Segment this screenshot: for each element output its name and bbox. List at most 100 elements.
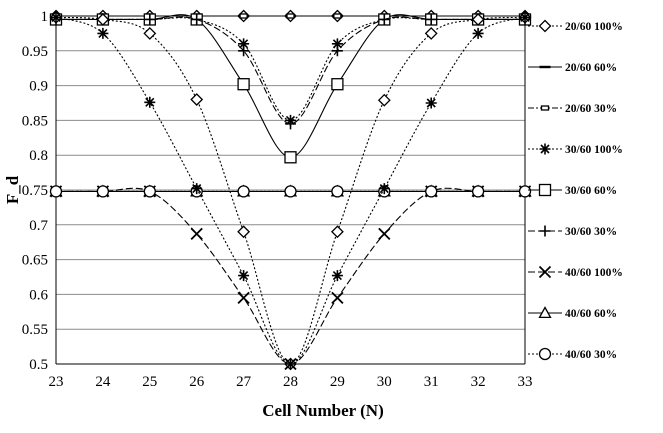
series-group — [49, 13, 532, 164]
data-point — [286, 13, 295, 19]
y-tick-label: 0.75 — [22, 183, 48, 199]
data-point — [331, 38, 343, 50]
data-point — [378, 183, 390, 195]
y-tick-label: 1 — [41, 9, 49, 25]
y-axis-title: F_d — [3, 175, 22, 204]
series-line — [56, 17, 525, 121]
data-point — [378, 13, 390, 25]
y-tick-label: 0.9 — [29, 79, 48, 95]
series-line — [56, 16, 525, 125]
axes-layer: 0.5 0.55 0.6 0.65 0.7 0.75 0.8 0.85 0.9 0.95 1 23 24… — [22, 9, 533, 390]
y-tick-label: 0.65 — [22, 253, 48, 269]
data-point — [238, 270, 250, 282]
y-tick-label: 0.95 — [22, 44, 48, 60]
data-point — [284, 185, 297, 198]
data-point — [471, 13, 485, 26]
data-point — [378, 227, 391, 240]
y-tick-label: 0.5 — [29, 357, 48, 373]
legend-item: 30/60 30% — [528, 225, 617, 238]
data-point — [237, 185, 250, 198]
legend-label: 20/60 100% — [565, 21, 623, 33]
data-point — [377, 93, 391, 107]
y-tick-label: 0.55 — [22, 322, 48, 338]
legend-label: 30/60 60% — [565, 185, 617, 197]
legend-item: 40/60 30% — [528, 347, 617, 361]
legend-swatch-marker — [538, 19, 552, 33]
series-group — [50, 13, 531, 130]
data-point — [331, 185, 344, 198]
legend-swatch-marker — [539, 143, 551, 155]
legend-swatch-marker — [538, 347, 552, 361]
data-point — [331, 270, 343, 282]
data-point — [97, 27, 109, 39]
data-point — [190, 227, 203, 240]
legend-label: 30/60 100% — [565, 144, 623, 156]
data-point — [471, 185, 485, 198]
legend-swatch-marker — [539, 225, 551, 237]
data-point — [237, 225, 251, 239]
legend-swatch-marker — [538, 306, 552, 319]
data-point — [425, 185, 438, 198]
data-point — [285, 118, 296, 130]
data-point — [472, 27, 484, 39]
data-point — [191, 13, 203, 25]
x-tick-label: 23 — [49, 374, 64, 390]
y-tick-label: 0.7 — [29, 218, 48, 234]
x-axis-title: Cell Number (N) — [262, 401, 384, 420]
x-tick-label: 24 — [95, 374, 111, 390]
x-tick-label: 30 — [377, 374, 392, 390]
data-point — [331, 78, 344, 91]
series-line — [55, 187, 525, 365]
data-point — [519, 11, 531, 23]
series-layer — [49, 9, 532, 371]
legend-item: 30/60 60% — [528, 183, 617, 197]
data-point — [425, 13, 437, 25]
data-point — [144, 13, 156, 25]
data-point — [284, 151, 297, 164]
legend-item: 40/60 100% — [528, 265, 623, 279]
data-point — [96, 185, 110, 198]
data-point — [96, 13, 110, 26]
data-point — [238, 38, 250, 50]
data-point — [190, 93, 204, 106]
legend-layer: 20/60 100% 20/60 60% 20/60 30% 30/60 100% 30… — [528, 19, 623, 361]
x-tick-label: 29 — [330, 374, 345, 390]
x-tick-label: 33 — [518, 374, 533, 390]
data-point — [518, 185, 532, 198]
data-point — [50, 11, 62, 23]
data-point — [143, 185, 156, 198]
series-group — [49, 185, 532, 371]
y-tick-label: 0.8 — [29, 148, 48, 164]
legend-item: 20/60 30% — [528, 103, 617, 115]
legend-swatch-marker — [538, 183, 552, 197]
data-point — [424, 26, 438, 40]
data-point — [330, 225, 344, 239]
data-point — [49, 185, 63, 198]
legend-item: 40/60 60% — [528, 306, 617, 320]
data-point — [285, 358, 296, 370]
legend-label: 20/60 60% — [565, 62, 617, 74]
legend-label: 40/60 30% — [565, 349, 617, 361]
legend-item: 20/60 60% — [528, 62, 617, 74]
data-point — [237, 291, 250, 305]
data-point — [425, 97, 437, 109]
x-tick-label: 32 — [471, 374, 486, 390]
y-tick-label: 0.6 — [29, 287, 48, 303]
x-tick-label: 27 — [236, 374, 252, 390]
data-point — [143, 26, 157, 40]
legend-swatch-marker — [538, 265, 552, 279]
series-group — [50, 13, 531, 126]
y-tick-label: 0.85 — [22, 113, 48, 129]
legend-label: 30/60 30% — [565, 226, 617, 238]
data-point — [331, 291, 344, 305]
data-point — [144, 96, 156, 108]
data-point — [191, 183, 203, 195]
data-point — [238, 45, 250, 57]
legend-label: 40/60 60% — [565, 308, 617, 320]
x-tick-label: 26 — [189, 374, 205, 390]
legend-label: 40/60 100% — [565, 267, 623, 279]
data-point — [331, 45, 343, 57]
data-point — [333, 13, 342, 19]
